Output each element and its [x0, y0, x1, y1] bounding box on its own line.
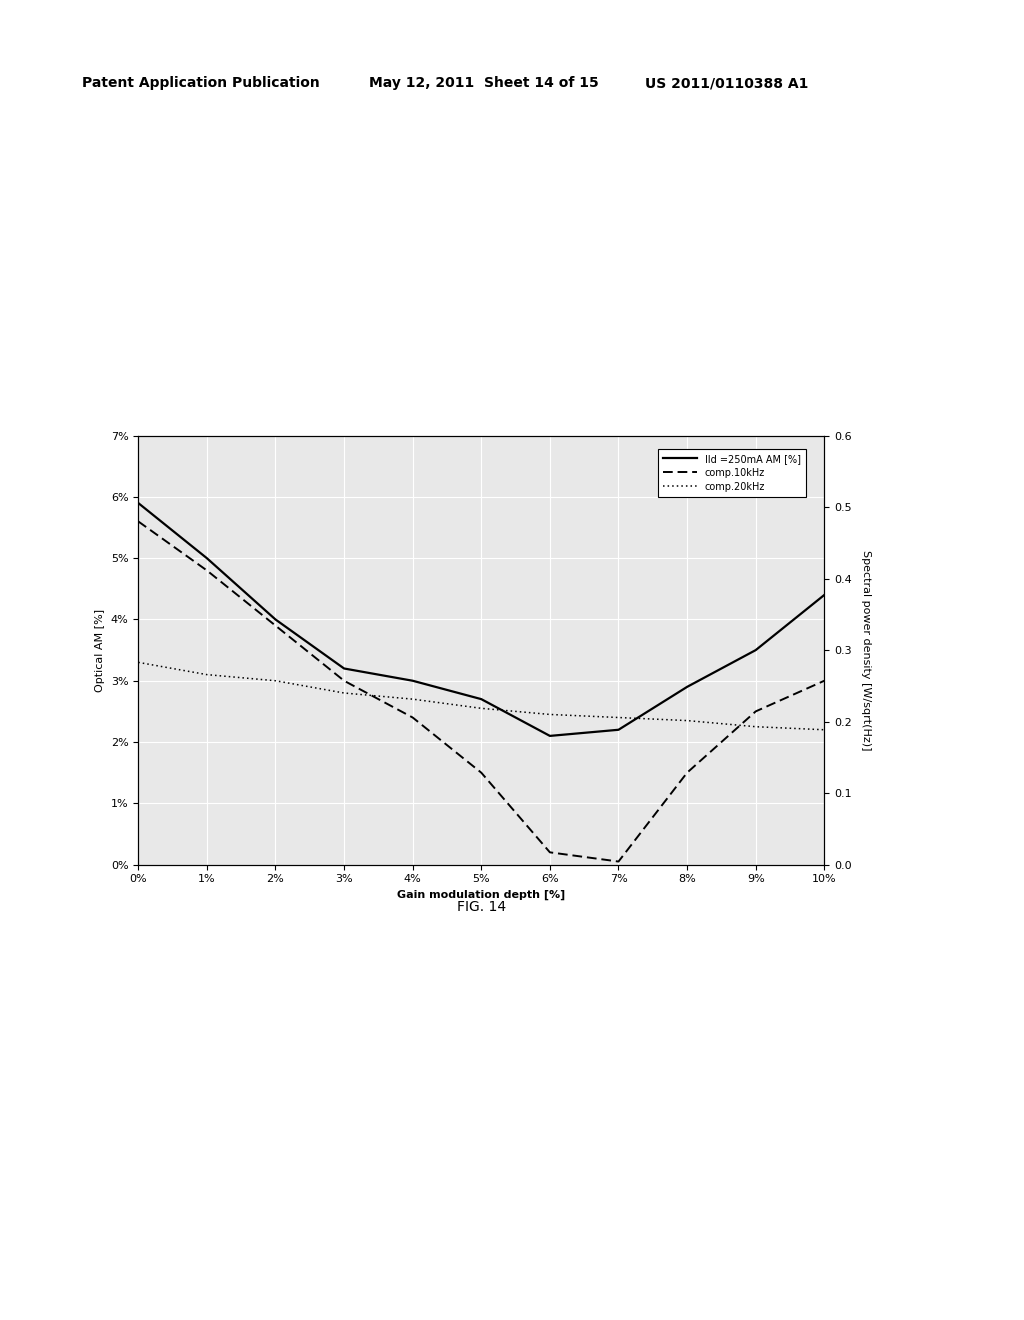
Ild =250mA AM [%]	[338, 660, 350, 676]
Ild =250mA AM [%]	[407, 673, 419, 689]
comp.20kHz	[338, 685, 350, 701]
comp.20kHz	[407, 692, 419, 708]
comp.20kHz	[269, 673, 282, 689]
Ild =250mA AM [%]	[818, 587, 830, 603]
X-axis label: Gain modulation depth [%]: Gain modulation depth [%]	[397, 890, 565, 900]
Ild =250mA AM [%]	[269, 611, 282, 627]
comp.20kHz	[475, 701, 487, 717]
Ild =250mA AM [%]	[201, 550, 213, 566]
comp.20kHz	[750, 719, 762, 735]
comp.10kHz	[132, 513, 144, 529]
comp.20kHz	[818, 722, 830, 738]
comp.10kHz	[612, 854, 625, 870]
Text: Patent Application Publication: Patent Application Publication	[82, 77, 319, 90]
Ild =250mA AM [%]	[132, 495, 144, 511]
comp.10kHz	[269, 618, 282, 634]
comp.20kHz	[681, 713, 693, 729]
comp.20kHz	[544, 706, 556, 722]
Y-axis label: Spectral power density [W/sqrt(Hz)]: Spectral power density [W/sqrt(Hz)]	[861, 550, 871, 750]
comp.10kHz	[818, 673, 830, 689]
comp.20kHz	[132, 655, 144, 671]
Text: US 2011/0110388 A1: US 2011/0110388 A1	[645, 77, 809, 90]
Text: May 12, 2011  Sheet 14 of 15: May 12, 2011 Sheet 14 of 15	[369, 77, 598, 90]
Line: comp.20kHz: comp.20kHz	[138, 663, 824, 730]
Ild =250mA AM [%]	[750, 643, 762, 659]
comp.10kHz	[681, 764, 693, 780]
Y-axis label: Optical AM [%]: Optical AM [%]	[95, 609, 105, 692]
Ild =250mA AM [%]	[681, 678, 693, 694]
comp.10kHz	[338, 673, 350, 689]
Ild =250mA AM [%]	[612, 722, 625, 738]
comp.10kHz	[544, 845, 556, 861]
Ild =250mA AM [%]	[544, 729, 556, 744]
comp.20kHz	[612, 710, 625, 726]
Legend: Ild =250mA AM [%], comp.10kHz, comp.20kHz: Ild =250mA AM [%], comp.10kHz, comp.20kH…	[658, 449, 806, 496]
comp.10kHz	[475, 764, 487, 780]
comp.10kHz	[750, 704, 762, 719]
comp.10kHz	[201, 562, 213, 578]
Ild =250mA AM [%]	[475, 692, 487, 708]
Text: FIG. 14: FIG. 14	[457, 900, 506, 913]
Line: comp.10kHz: comp.10kHz	[138, 521, 824, 862]
comp.20kHz	[201, 667, 213, 682]
Line: Ild =250mA AM [%]: Ild =250mA AM [%]	[138, 503, 824, 737]
comp.10kHz	[407, 710, 419, 726]
